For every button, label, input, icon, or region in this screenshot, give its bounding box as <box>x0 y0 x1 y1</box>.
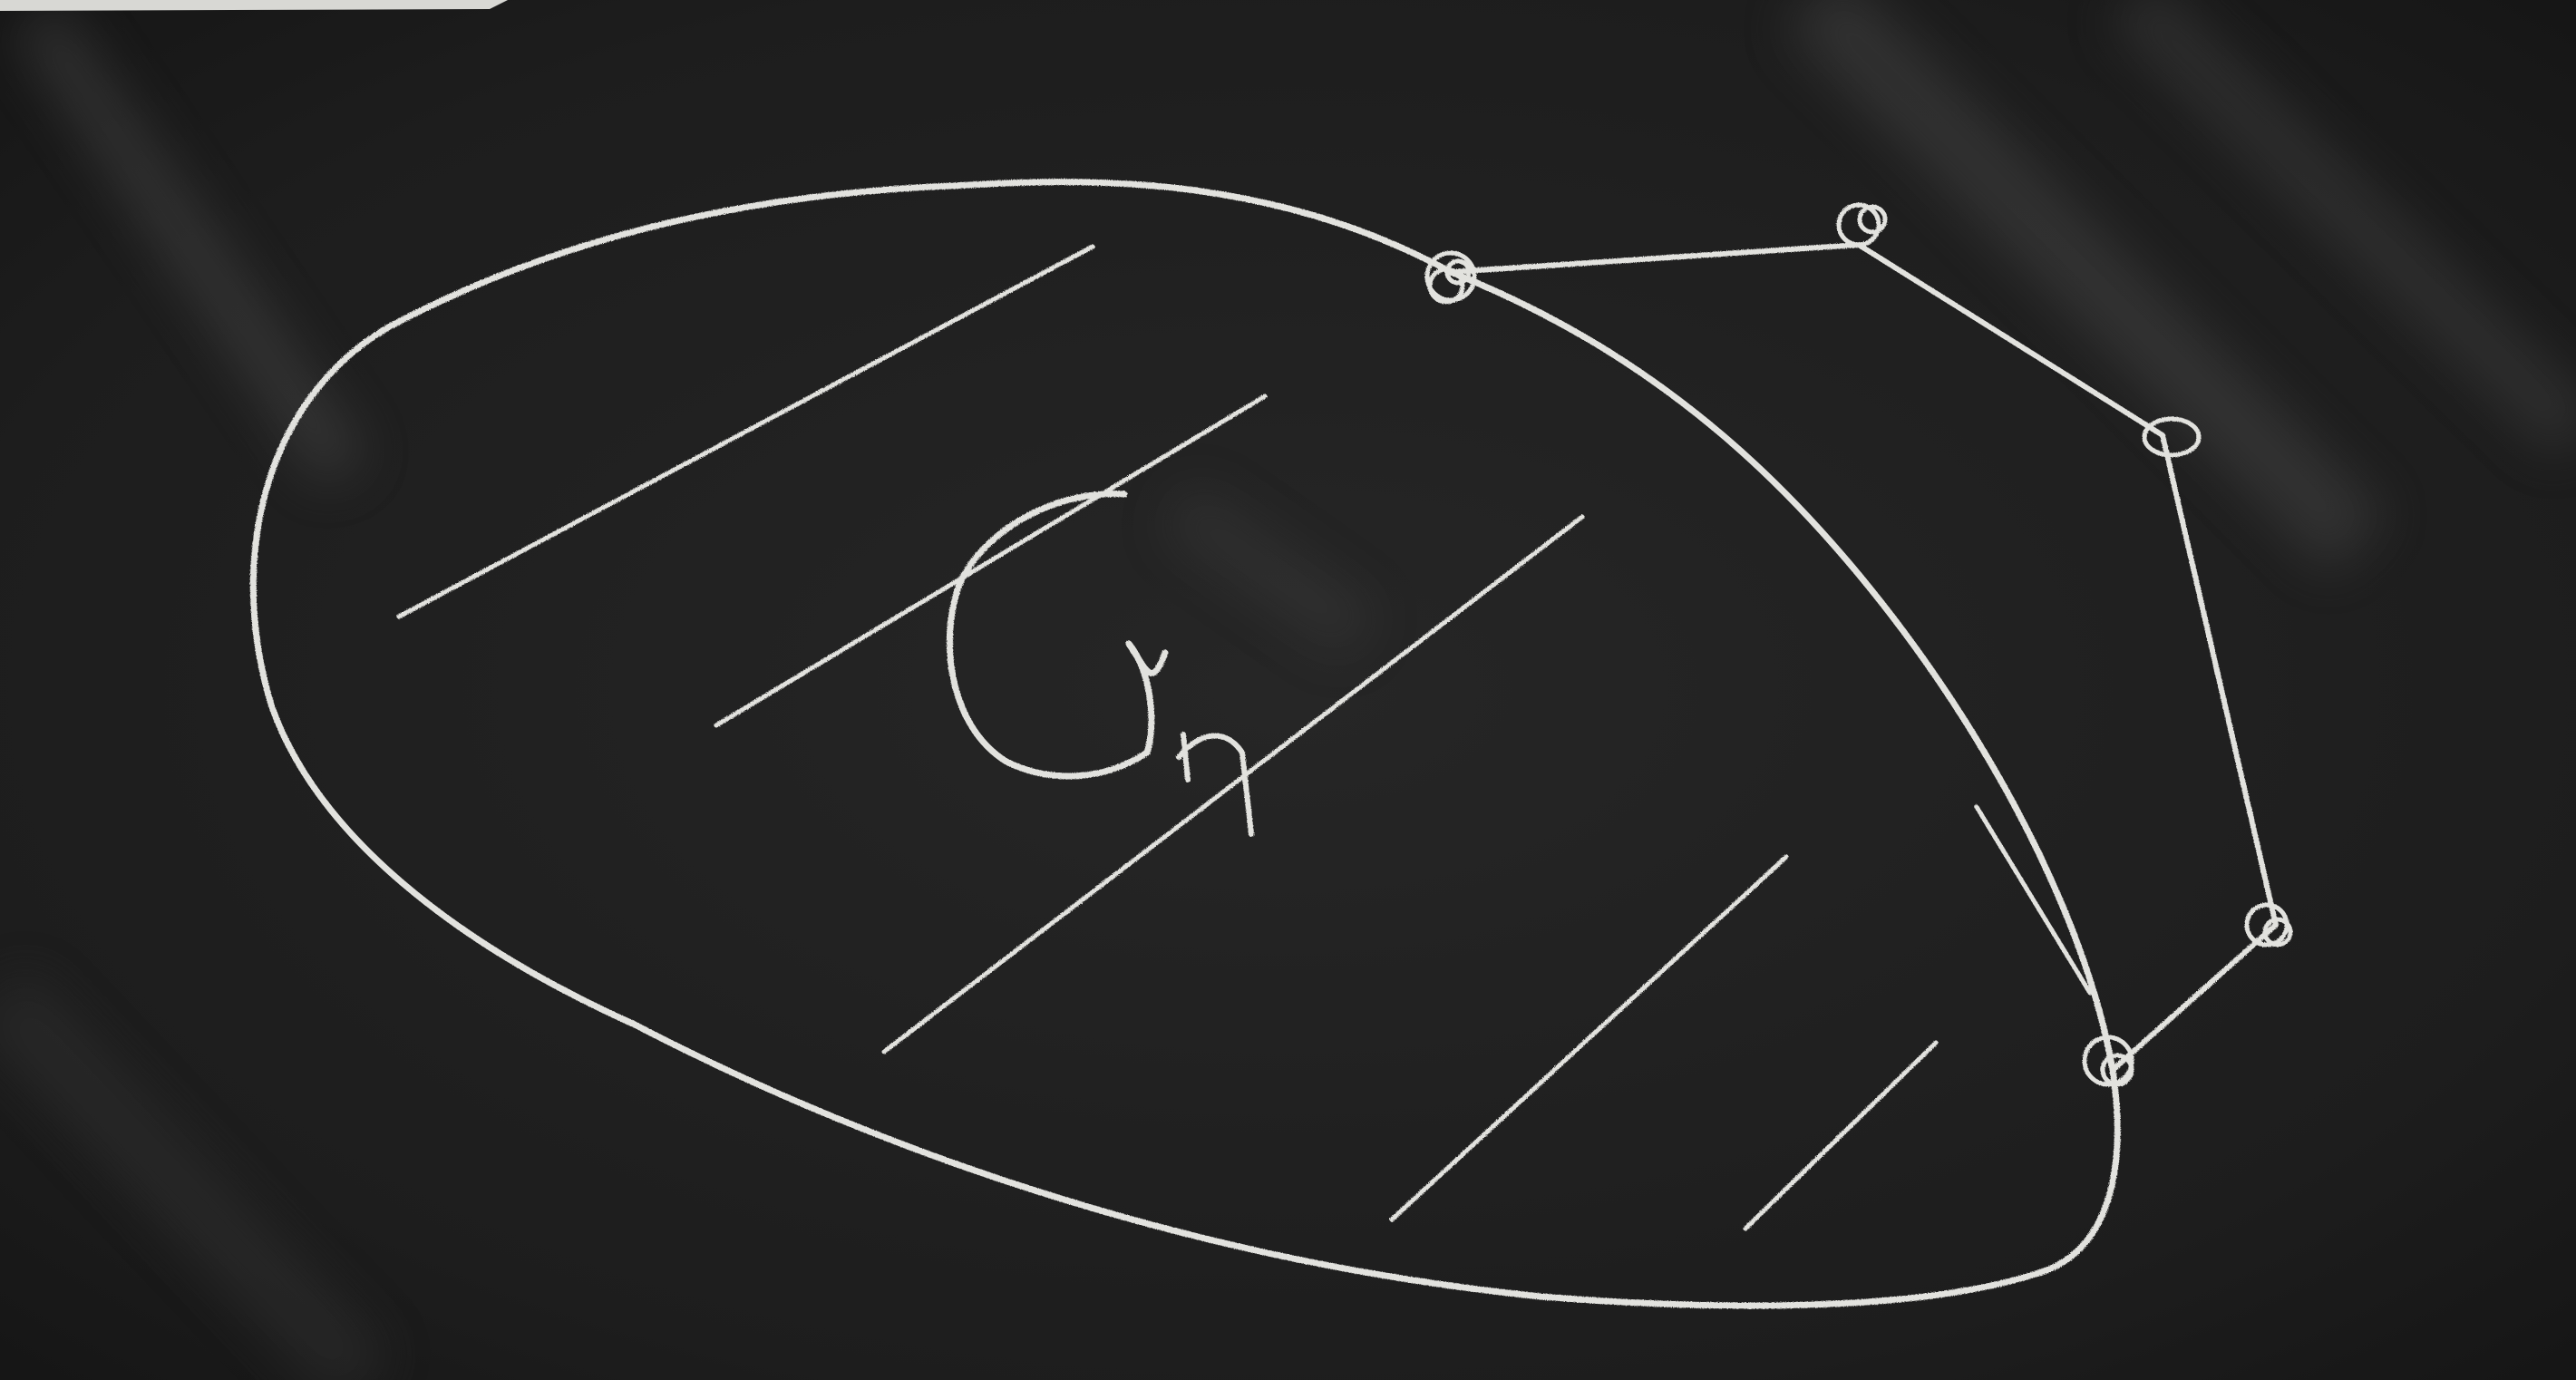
chain-node <box>1836 202 1888 248</box>
external-chain <box>1424 202 2293 1087</box>
hatch-line <box>1389 854 1789 1222</box>
chain-path <box>1448 242 2279 1073</box>
region-label: Gn <box>946 491 1254 837</box>
chain-node <box>2082 1035 2134 1087</box>
hatch-line <box>396 244 1095 619</box>
chain-node <box>1424 250 1477 305</box>
chain-node <box>2142 416 2202 458</box>
chain-node <box>2244 902 2293 948</box>
hatch-line <box>714 394 1268 728</box>
label-letter-g <box>946 491 1169 780</box>
hatch-line <box>1974 804 2093 996</box>
paper-corner <box>0 0 508 11</box>
hatch-line <box>1743 1040 1939 1231</box>
hatch-line <box>881 514 1585 1054</box>
label-subscript-n <box>1176 732 1254 837</box>
hatching-lines <box>396 244 2093 1231</box>
region-boundary <box>249 179 2121 1309</box>
